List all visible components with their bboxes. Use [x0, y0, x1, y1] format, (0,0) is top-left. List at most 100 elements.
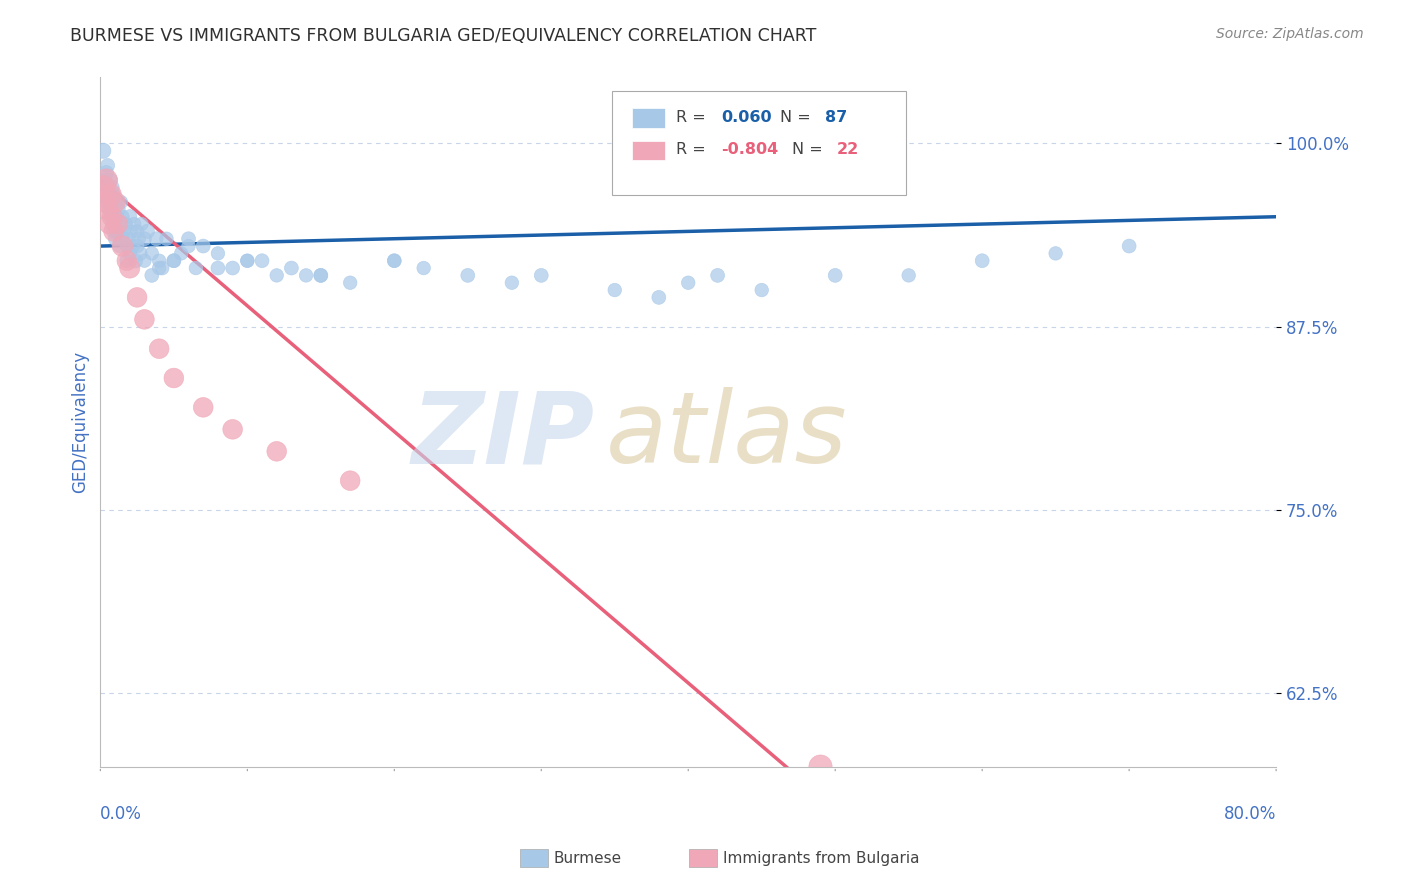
Point	[193, 401, 215, 415]
Point	[96, 195, 118, 210]
Point	[103, 187, 125, 202]
Point	[134, 253, 156, 268]
Point	[295, 268, 318, 283]
Point	[177, 239, 200, 253]
Point	[824, 268, 846, 283]
Text: 22: 22	[837, 143, 859, 157]
Text: -0.804: -0.804	[721, 143, 779, 157]
Point	[309, 268, 332, 283]
Bar	[631, 141, 665, 161]
Text: 80.0%: 80.0%	[1223, 805, 1277, 823]
Point	[1118, 239, 1140, 253]
Point	[111, 239, 134, 253]
Text: R =: R =	[676, 143, 711, 157]
Point	[250, 253, 273, 268]
Point	[266, 444, 288, 458]
Point	[221, 261, 243, 276]
Point	[207, 246, 229, 260]
Text: 87: 87	[824, 110, 846, 125]
Point	[266, 268, 288, 283]
Bar	[631, 109, 665, 128]
Point	[110, 195, 132, 210]
Text: R =: R =	[676, 110, 711, 125]
Point	[98, 217, 121, 231]
Point	[98, 187, 121, 202]
Point	[457, 268, 479, 283]
Point	[107, 202, 129, 217]
Point	[676, 276, 699, 290]
Point	[124, 253, 146, 268]
FancyBboxPatch shape	[612, 91, 905, 194]
Point	[131, 217, 153, 231]
Point	[101, 210, 124, 224]
Point	[122, 217, 145, 231]
Point	[134, 312, 156, 326]
Point	[382, 253, 405, 268]
Point	[221, 422, 243, 436]
Point	[193, 239, 215, 253]
Point	[150, 261, 173, 276]
Point	[127, 224, 149, 238]
Point	[111, 232, 134, 246]
Point	[501, 276, 523, 290]
Point	[118, 246, 141, 260]
Point	[100, 210, 122, 224]
Point	[309, 268, 332, 283]
Point	[115, 253, 138, 268]
Point	[280, 261, 302, 276]
Point	[706, 268, 728, 283]
Point	[115, 239, 138, 253]
Point	[184, 261, 207, 276]
Point	[96, 173, 118, 187]
Point	[972, 253, 994, 268]
Point	[810, 759, 832, 773]
Point	[207, 261, 229, 276]
Point	[97, 202, 120, 217]
Point	[107, 217, 129, 231]
Point	[236, 253, 259, 268]
Text: 0.0%: 0.0%	[100, 805, 142, 823]
Point	[136, 224, 159, 238]
Text: atlas: atlas	[606, 387, 848, 484]
Point	[97, 158, 120, 172]
Point	[117, 232, 139, 246]
Point	[103, 224, 125, 238]
Point	[91, 180, 114, 194]
Point	[108, 217, 131, 231]
Point	[118, 261, 141, 276]
Point	[91, 144, 114, 158]
Point	[118, 210, 141, 224]
Point	[339, 276, 361, 290]
Point	[382, 253, 405, 268]
Point	[897, 268, 920, 283]
Point	[104, 195, 127, 210]
Point	[104, 195, 127, 210]
Point	[530, 268, 553, 283]
Point	[163, 371, 186, 385]
Point	[127, 239, 149, 253]
Point	[145, 232, 167, 246]
Point	[129, 246, 152, 260]
Point	[603, 283, 626, 297]
Point	[170, 246, 193, 260]
Point	[96, 166, 118, 180]
Y-axis label: GED/Equivalency: GED/Equivalency	[72, 351, 89, 493]
Point	[648, 290, 671, 304]
Text: ZIP: ZIP	[411, 387, 595, 484]
Point	[105, 210, 128, 224]
Point	[148, 342, 170, 356]
Text: Source: ZipAtlas.com: Source: ZipAtlas.com	[1216, 27, 1364, 41]
Point	[751, 283, 773, 297]
Point	[115, 253, 138, 268]
Point	[148, 253, 170, 268]
Point	[236, 253, 259, 268]
Point	[104, 232, 127, 246]
Point	[141, 246, 163, 260]
Point	[155, 232, 177, 246]
Point	[1045, 246, 1067, 260]
Point	[127, 290, 149, 304]
Point	[141, 268, 163, 283]
Point	[339, 474, 361, 488]
Point	[148, 261, 170, 276]
Point	[101, 180, 124, 194]
